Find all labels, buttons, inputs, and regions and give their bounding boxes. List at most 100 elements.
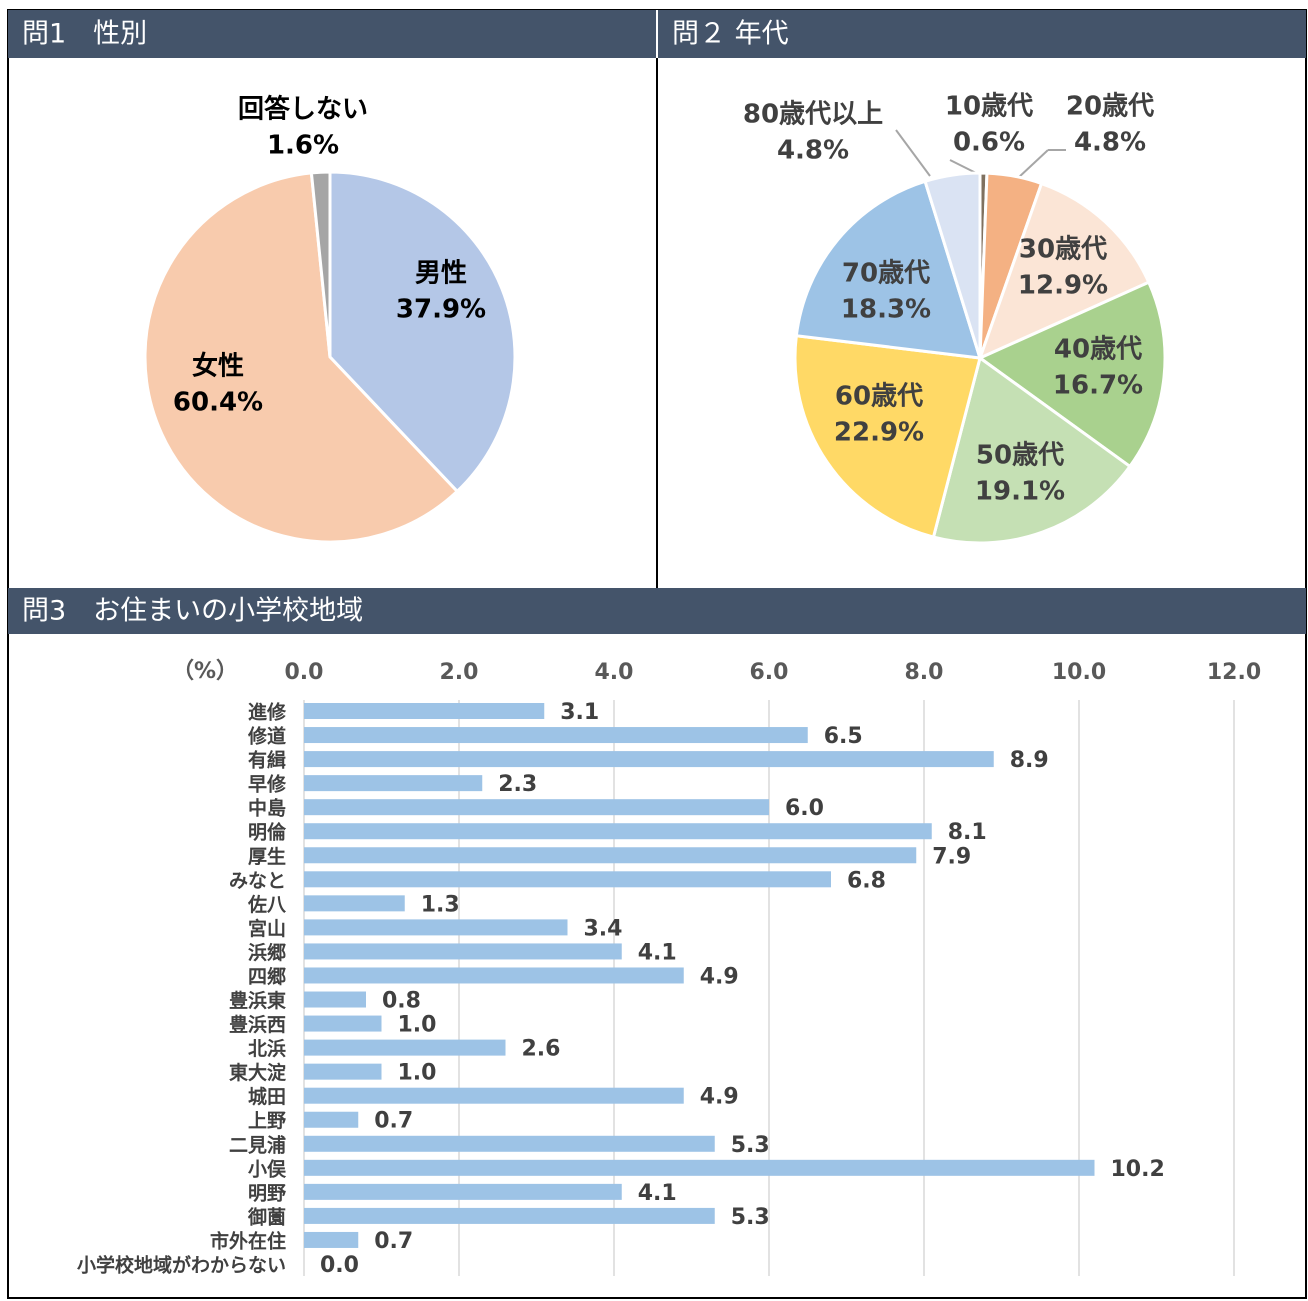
slice-category: 70歳代 <box>842 259 930 289</box>
y-tick-label: 明野 <box>248 1182 286 1204</box>
slice-category: 80歳代以上 <box>743 100 883 130</box>
pie-slice <box>923 171 982 359</box>
bar <box>304 775 483 792</box>
y-tick-label: 小俣 <box>248 1157 287 1180</box>
value-label: 2.3 <box>498 772 537 797</box>
pie-slice <box>977 181 1151 361</box>
leader-line <box>895 129 931 177</box>
leader-line <box>1017 149 1049 179</box>
value-label: 5.3 <box>731 1205 770 1230</box>
bar <box>304 1207 715 1224</box>
y-tick-label: 豊浜西 <box>229 1013 286 1036</box>
value-label: 4.1 <box>638 940 677 965</box>
y-tick-label: 城田 <box>248 1085 286 1108</box>
slice-category: 60歳代 <box>835 382 923 412</box>
slice-label: 37.9% <box>396 295 486 325</box>
slice-category: 40歳代 <box>1054 335 1142 365</box>
bar <box>304 943 622 960</box>
slice-label: 18.3% <box>841 295 931 325</box>
slice-category: 30歳代 <box>1019 235 1107 265</box>
value-label: 6.0 <box>785 796 824 821</box>
slice-label: 60.4% <box>173 388 263 418</box>
bar <box>304 847 917 864</box>
value-label: 0.8 <box>382 989 421 1014</box>
value-label: 8.9 <box>1010 748 1049 773</box>
slice-label: 12.9% <box>1018 271 1108 301</box>
y-tick-label: 浜郷 <box>248 941 286 964</box>
bar <box>304 967 684 984</box>
value-label: 3.1 <box>560 700 599 725</box>
value-label: 6.5 <box>824 724 863 749</box>
slice-category: 男性 <box>415 259 467 289</box>
bar <box>304 895 405 912</box>
y-tick-label: 上野 <box>248 1110 286 1132</box>
bar <box>304 991 366 1008</box>
slice-label: 1.6% <box>267 131 339 161</box>
y-tick-label: 中島 <box>248 797 286 820</box>
x-tick-label: 2.0 <box>440 660 479 685</box>
slice-category: 10歳代 <box>945 92 1033 122</box>
bar <box>304 1135 715 1152</box>
value-label: 6.8 <box>847 868 886 893</box>
bar <box>304 1159 1095 1176</box>
pie-slice <box>977 280 1167 469</box>
y-tick-label: 御薗 <box>247 1205 286 1228</box>
slice-category: 50歳代 <box>976 441 1064 471</box>
x-tick-label: 12.0 <box>1207 660 1261 685</box>
y-tick-label: 東大淀 <box>229 1061 287 1084</box>
value-label: 10.2 <box>1111 1157 1165 1182</box>
y-tick-label: 修道 <box>247 725 286 748</box>
bar <box>304 1015 382 1032</box>
bar <box>304 1039 506 1056</box>
value-label: 5.3 <box>731 1133 770 1158</box>
slice-label: 16.7% <box>1053 371 1143 401</box>
value-label: 0.7 <box>374 1229 413 1254</box>
y-tick-label: 早修 <box>248 773 287 796</box>
x-tick-label: 6.0 <box>750 660 789 685</box>
pie-slice <box>328 170 517 494</box>
y-tick-label: 北浜 <box>248 1038 286 1060</box>
y-tick-label: 佐八 <box>247 893 287 916</box>
value-label: 7.9 <box>932 844 971 869</box>
value-label: 0.0 <box>320 1253 359 1278</box>
panel-title: 問２ 年代 <box>672 19 789 50</box>
y-tick-label: 厚生 <box>248 845 286 868</box>
bar <box>304 727 808 744</box>
y-tick-label: 四郷 <box>248 965 286 988</box>
value-label: 4.9 <box>700 1085 739 1110</box>
y-tick-label: 進修 <box>248 701 287 724</box>
axis-label: （%） <box>172 659 238 684</box>
bar <box>304 1111 359 1128</box>
y-tick-label: 小学校地域がわからない <box>77 1254 286 1277</box>
y-tick-label: 宮山 <box>248 917 286 940</box>
slice-category: 回答しない <box>238 94 368 125</box>
value-label: 4.9 <box>700 964 739 989</box>
header-bar <box>8 588 1306 634</box>
bar <box>304 799 769 816</box>
pie-slice <box>143 171 460 544</box>
value-label: 2.6 <box>522 1037 561 1062</box>
pie-slice <box>794 179 983 360</box>
x-tick-label: 10.0 <box>1052 660 1106 685</box>
value-label: 1.0 <box>398 1061 437 1086</box>
value-label: 0.7 <box>374 1109 413 1134</box>
y-tick-label: 二見浦 <box>229 1133 286 1156</box>
bar <box>304 871 831 888</box>
bar <box>304 1087 684 1104</box>
value-label: 4.1 <box>638 1181 677 1206</box>
bar <box>304 751 994 768</box>
bar <box>304 823 932 840</box>
slice-label: 0.6% <box>953 128 1025 158</box>
slice-label: 4.8% <box>1074 128 1146 158</box>
value-label: 8.1 <box>948 820 987 845</box>
y-tick-label: 明倫 <box>248 821 287 844</box>
panel-title: 問1 性別 <box>22 19 147 50</box>
slice-label: 19.1% <box>975 477 1065 507</box>
pie-slice <box>309 170 332 358</box>
y-tick-label: 豊浜東 <box>229 989 286 1012</box>
pie-slice <box>793 334 982 539</box>
value-label: 1.3 <box>421 892 460 917</box>
slice-label: 4.8% <box>777 136 849 166</box>
slice-label: 22.9% <box>834 418 924 448</box>
